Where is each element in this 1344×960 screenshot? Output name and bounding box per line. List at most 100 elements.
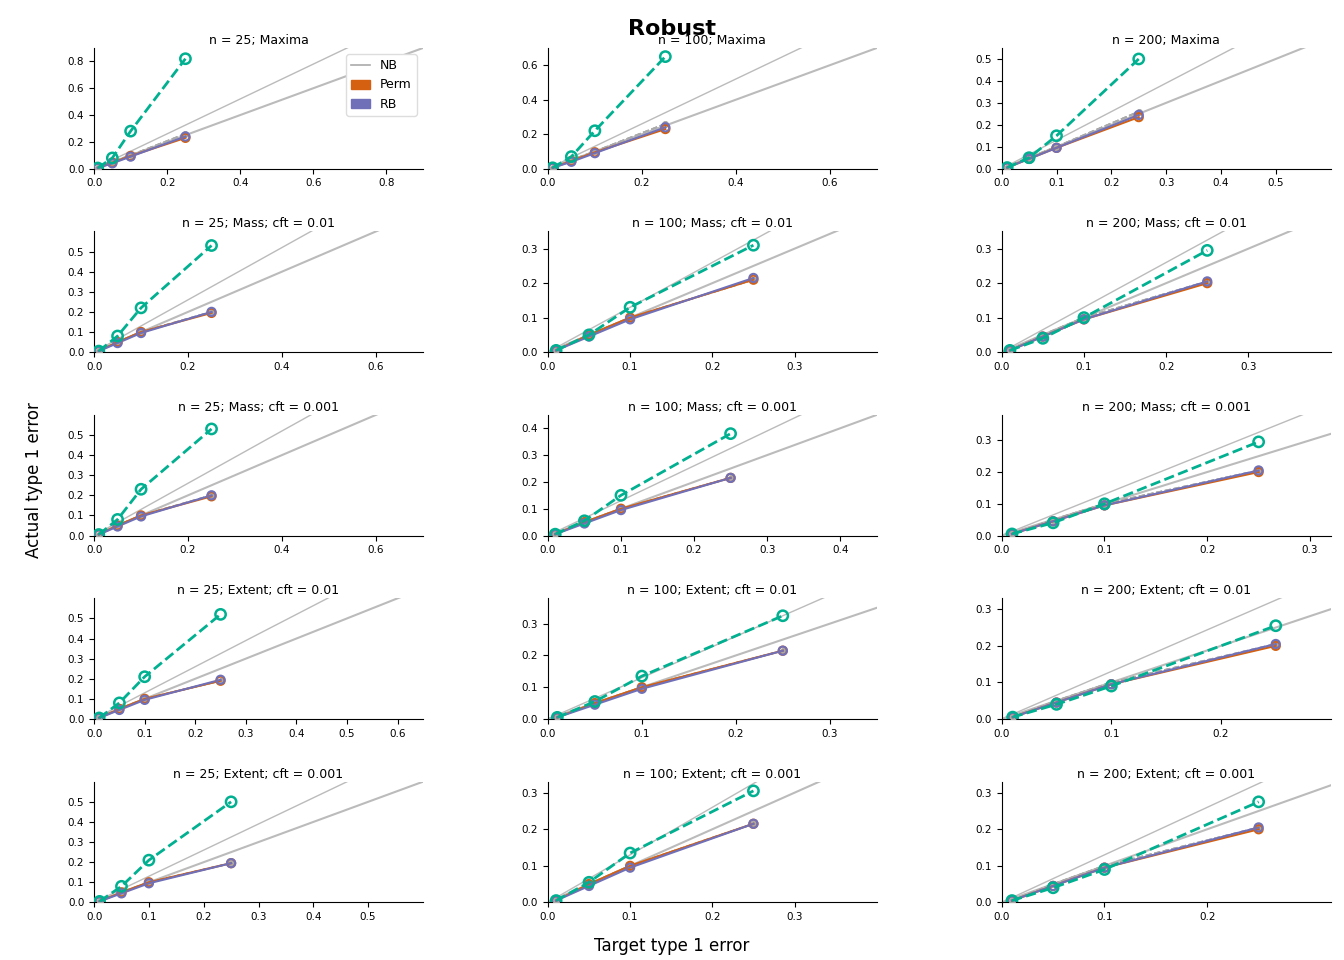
Point <box>578 327 599 343</box>
Point <box>1101 675 1122 690</box>
Point <box>620 858 641 874</box>
Point <box>87 527 109 542</box>
Point <box>560 153 582 168</box>
Point <box>1094 862 1116 877</box>
Title: n = 100; Mass; cft = 0.001: n = 100; Mass; cft = 0.001 <box>628 400 797 414</box>
Point <box>720 470 742 486</box>
Point <box>120 148 141 163</box>
Point <box>620 858 641 874</box>
Point <box>120 148 141 163</box>
Point <box>89 710 110 726</box>
Point <box>210 673 231 688</box>
Point <box>743 271 765 286</box>
Point <box>130 508 152 523</box>
Point <box>578 878 599 894</box>
Point <box>1032 327 1054 343</box>
Point <box>620 310 641 325</box>
Point <box>585 144 606 159</box>
Point <box>578 876 599 892</box>
Point <box>771 643 793 659</box>
Point <box>1094 497 1116 513</box>
Point <box>130 508 152 523</box>
Point <box>89 710 110 726</box>
Point <box>1196 276 1218 291</box>
Point <box>1094 496 1116 512</box>
Point <box>578 875 599 890</box>
Point <box>210 672 231 687</box>
Point <box>1001 709 1023 725</box>
Point <box>200 304 222 320</box>
Point <box>106 334 128 349</box>
Point <box>655 116 676 132</box>
Point <box>547 709 569 725</box>
Point <box>544 526 566 541</box>
Point <box>1001 709 1023 725</box>
Point <box>632 668 653 684</box>
Point <box>210 607 231 622</box>
Point <box>743 816 765 831</box>
Point <box>109 701 130 716</box>
Point <box>87 527 109 542</box>
Point <box>134 692 156 708</box>
Point <box>1032 329 1054 345</box>
Point <box>574 515 595 530</box>
Point <box>109 701 130 716</box>
Point <box>200 488 222 503</box>
Point <box>544 526 566 541</box>
Point <box>1001 893 1023 908</box>
Point <box>210 673 231 688</box>
Point <box>220 855 242 871</box>
Point <box>578 327 599 343</box>
Point <box>1073 312 1094 327</box>
Point <box>620 858 641 874</box>
Point <box>87 344 109 359</box>
Point <box>1001 893 1023 908</box>
Point <box>720 470 742 486</box>
Point <box>585 144 606 159</box>
Point <box>120 148 141 163</box>
Point <box>632 680 653 695</box>
Point <box>544 526 566 541</box>
Point <box>102 155 124 170</box>
Point <box>560 153 582 168</box>
Point <box>1043 876 1064 892</box>
Point <box>585 695 606 710</box>
Point <box>1046 695 1067 710</box>
Point <box>996 160 1017 176</box>
Point <box>547 709 569 725</box>
Point <box>1046 695 1067 710</box>
Point <box>106 334 128 349</box>
Point <box>1128 108 1149 123</box>
Point <box>1043 512 1064 527</box>
Point <box>542 160 563 176</box>
Point <box>574 515 595 530</box>
Point <box>1001 526 1023 541</box>
Point <box>89 710 110 726</box>
Point <box>130 324 152 340</box>
Point <box>130 509 152 524</box>
Point <box>1043 876 1064 892</box>
Point <box>547 709 569 725</box>
Point <box>620 846 641 861</box>
Point <box>1001 526 1023 541</box>
Point <box>546 893 567 908</box>
Point <box>585 144 606 159</box>
Point <box>546 343 567 358</box>
Point <box>1101 675 1122 690</box>
Point <box>655 116 676 132</box>
Point <box>542 160 563 176</box>
Point <box>560 149 582 164</box>
Point <box>996 160 1017 176</box>
Title: n = 200; Extent; cft = 0.01: n = 200; Extent; cft = 0.01 <box>1081 584 1251 597</box>
Point <box>999 343 1020 358</box>
Title: n = 100; Maxima: n = 100; Maxima <box>659 34 766 47</box>
Point <box>110 885 132 900</box>
Point <box>1019 151 1040 166</box>
Point <box>771 608 793 623</box>
Point <box>585 146 606 161</box>
Point <box>1094 860 1116 876</box>
Point <box>1001 893 1023 908</box>
Point <box>1046 139 1067 155</box>
Point <box>1032 329 1054 345</box>
Point <box>1247 822 1269 837</box>
